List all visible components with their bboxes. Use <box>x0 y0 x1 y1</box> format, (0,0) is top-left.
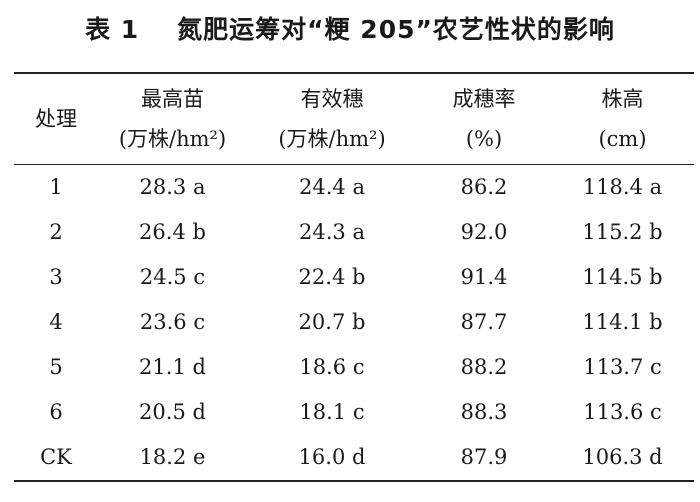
cell-panicle-rate: 86.2 <box>460 174 508 199</box>
cell-max-seedlings: 26.4 b <box>139 219 206 244</box>
cell-panicle-rate: 88.2 <box>460 354 508 379</box>
cell-panicle-rate: 87.9 <box>460 444 508 469</box>
cell-plant-height: 115.2 b <box>582 219 663 244</box>
cell-effective-panicles: 16.0 d <box>298 444 366 469</box>
cell-panicle-rate: 91.4 <box>460 264 508 289</box>
cell-max-seedlings: 23.6 c <box>139 309 206 334</box>
cell-panicle-rate: 92.0 <box>460 219 508 244</box>
header-plant-height: 株高 (cm) <box>551 74 694 164</box>
header-row: 处理 最高苗 (万株/hm²) 有效穗 (万株/hm²) 成穗率 (%) 株高 … <box>14 74 694 164</box>
cell-max-seedlings: 24.5 c <box>139 264 206 289</box>
table-row: 2 26.4 b 24.3 a 92.0 115.2 b <box>14 209 694 254</box>
cell-max-seedlings: 28.3 a <box>139 174 206 199</box>
header-line: 有效穗 <box>300 87 364 111</box>
table-row: CK 18.2 e 16.0 d 87.9 106.3 d <box>14 434 694 479</box>
cell-plant-height: 113.6 c <box>583 399 662 424</box>
top-rule <box>14 72 694 74</box>
table-caption: 表 1 氮肥运筹对“粳 205”农艺性状的影响 <box>0 10 700 50</box>
cell-treatment: CK <box>40 444 72 469</box>
cell-max-seedlings: 18.2 e <box>139 444 206 469</box>
header-line: 株高 <box>601 87 644 111</box>
table-row: 3 24.5 c 22.4 b 91.4 114.5 b <box>14 254 694 299</box>
table-row: 6 20.5 d 18.1 c 88.3 113.6 c <box>14 389 694 434</box>
cell-plant-height: 106.3 d <box>582 444 663 469</box>
cell-effective-panicles: 22.4 b <box>298 264 366 289</box>
cell-treatment: 5 <box>49 354 63 379</box>
cell-effective-panicles: 18.6 c <box>299 354 365 379</box>
cell-effective-panicles: 18.1 c <box>299 399 365 424</box>
header-line: 处理 <box>35 107 77 131</box>
cell-effective-panicles: 24.3 a <box>299 219 365 244</box>
cell-plant-height: 113.7 c <box>583 354 662 379</box>
table-row: 5 21.1 d 18.6 c 88.2 113.7 c <box>14 344 694 389</box>
cell-effective-panicles: 24.4 a <box>299 174 365 199</box>
table-title: 氮肥运筹对“粳 205”农艺性状的影响 <box>177 15 615 44</box>
cell-treatment: 2 <box>49 219 63 244</box>
cell-treatment: 6 <box>49 399 63 424</box>
header-line: 最高苗 <box>141 87 204 111</box>
header-treatment: 处理 <box>14 74 98 164</box>
table-row: 1 28.3 a 24.4 a 86.2 118.4 a <box>14 164 694 209</box>
cell-panicle-rate: 88.3 <box>460 399 508 424</box>
cell-effective-panicles: 20.7 b <box>298 309 366 334</box>
cell-panicle-rate: 87.7 <box>460 309 508 334</box>
cell-treatment: 3 <box>49 264 63 289</box>
cell-treatment: 1 <box>49 174 63 199</box>
header-unit: (万株/hm²) <box>278 127 386 151</box>
header-unit: (%) <box>465 127 503 151</box>
header-rule <box>14 164 694 165</box>
header-panicle-rate: 成穗率 (%) <box>417 74 551 164</box>
header-effective-panicles: 有效穗 (万株/hm²) <box>247 74 417 164</box>
table-number: 表 1 <box>85 15 140 44</box>
header-unit: (万株/hm²) <box>118 127 227 151</box>
bottom-rule <box>14 480 694 482</box>
data-table: 处理 最高苗 (万株/hm²) 有效穗 (万株/hm²) 成穗率 (%) 株高 … <box>14 74 694 479</box>
cell-plant-height: 118.4 a <box>582 174 663 199</box>
cell-plant-height: 114.1 b <box>582 309 663 334</box>
cell-plant-height: 114.5 b <box>582 264 663 289</box>
cell-max-seedlings: 20.5 d <box>139 399 206 424</box>
cell-treatment: 4 <box>49 309 63 334</box>
cell-max-seedlings: 21.1 d <box>139 354 206 379</box>
header-line: 成穗率 <box>452 87 516 111</box>
header-unit: (cm) <box>598 127 647 151</box>
header-max-seedlings: 最高苗 (万株/hm²) <box>98 74 247 164</box>
table-row: 4 23.6 c 20.7 b 87.7 114.1 b <box>14 299 694 344</box>
